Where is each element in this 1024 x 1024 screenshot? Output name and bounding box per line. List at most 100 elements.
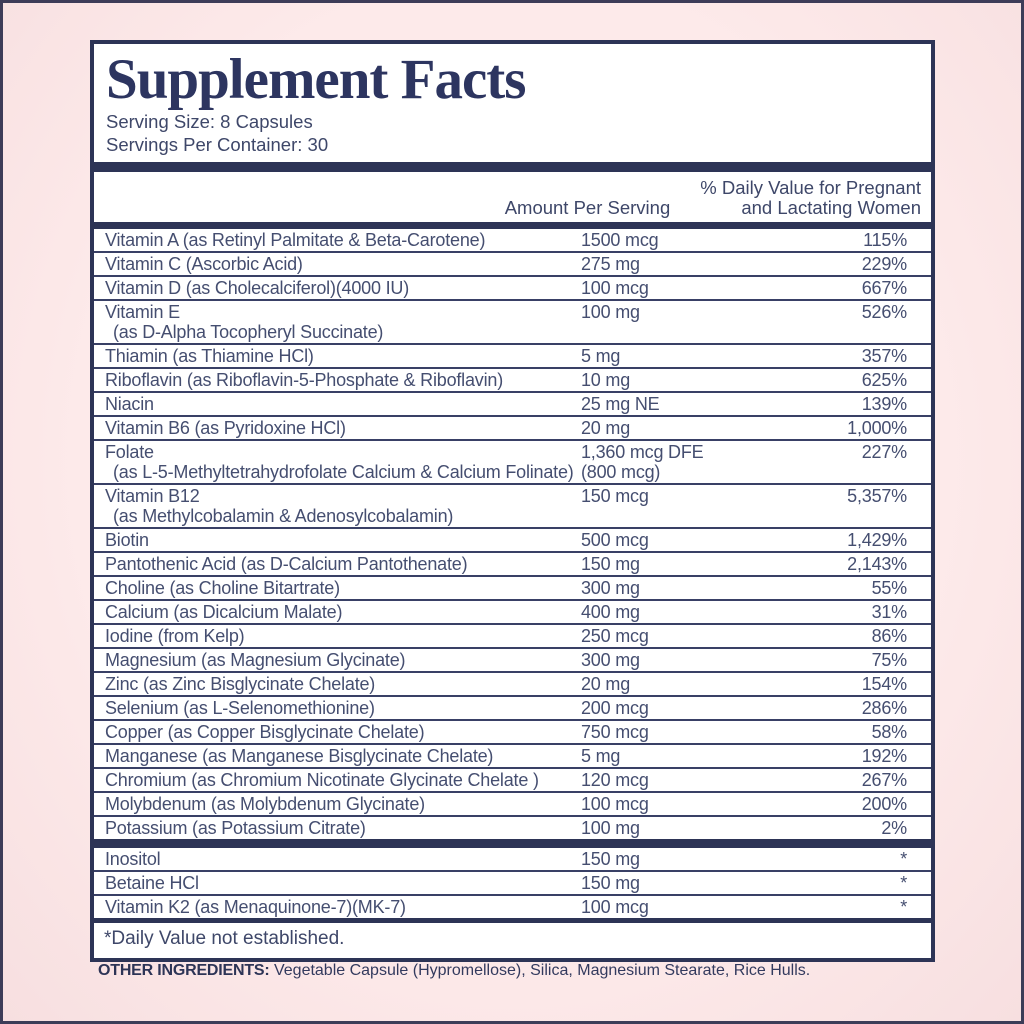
- amount-cell: 400 mg: [581, 602, 806, 622]
- daily-value: 1,000%: [847, 418, 907, 438]
- amount-cell: 20 mg: [581, 674, 806, 694]
- daily-value-header-line1: % Daily Value for Pregnant: [700, 177, 921, 198]
- nutrient-name-cell: Calcium (as Dicalcium Malate): [94, 602, 581, 622]
- nutrient-name: Vitamin B12: [105, 486, 200, 506]
- nutrient-name-cell: Vitamin B12 (as Methylcobalamin & Adenos…: [94, 486, 581, 526]
- amount-value: 25 mg NE: [581, 394, 660, 414]
- amount-value: 120 mcg: [581, 770, 649, 790]
- nutrient-name-cell: Chromium (as Chromium Nicotinate Glycina…: [94, 770, 581, 790]
- nutrient-name: Biotin: [105, 530, 149, 550]
- amount-column-header: Amount Per Serving: [504, 197, 671, 218]
- daily-value: 1,429%: [847, 530, 907, 550]
- table-row: Niacin 25 mg NE 139%: [94, 393, 931, 417]
- amount-cell: 5 mg: [581, 746, 806, 766]
- amount-value: 100 mcg: [581, 897, 649, 917]
- divider-thick-section: [94, 839, 931, 848]
- daily-value: 55%: [871, 578, 908, 598]
- table-row: Vitamin D (as Cholecalciferol)(4000 IU) …: [94, 277, 931, 301]
- column-headers: Amount Per Serving % Daily Value for Pre…: [94, 172, 931, 222]
- table-row: Calcium (as Dicalcium Malate) 400 mg 31%: [94, 601, 931, 625]
- amount-value: 275 mg: [581, 254, 640, 274]
- table-row: Magnesium (as Magnesium Glycinate) 300 m…: [94, 649, 931, 673]
- nutrient-name: Vitamin E: [105, 302, 180, 322]
- nutrient-name-cell: Potassium (as Potassium Citrate): [94, 818, 581, 838]
- nutrient-name: Choline (as Choline Bitartrate): [105, 578, 340, 598]
- supplement-facts-panel: Supplement Facts Serving Size: 8 Capsule…: [90, 40, 935, 962]
- amount-value: 200 mcg: [581, 698, 649, 718]
- amount-cell: 10 mg: [581, 370, 806, 390]
- footnote: *Daily Value not established.: [94, 918, 931, 958]
- amount-cell: 300 mg: [581, 650, 806, 670]
- table-row: Iodine (from Kelp) 250 mcg 86%: [94, 625, 931, 649]
- nutrient-name: Pantothenic Acid (as D-Calcium Pantothen…: [105, 554, 468, 574]
- daily-value: 227%: [861, 442, 907, 462]
- amount-cell: 150 mg: [581, 849, 806, 869]
- nutrient-source: (as L-5-Methyltetrahydrofolate Calcium &…: [113, 462, 574, 482]
- amount-cell: 1500 mcg: [581, 230, 806, 250]
- table-row: Choline (as Choline Bitartrate) 300 mg 5…: [94, 577, 931, 601]
- nutrient-name-cell: Vitamin K2 (as Menaquinone-7)(MK-7): [94, 897, 581, 917]
- amount-value: 300 mg: [581, 650, 640, 670]
- nutrient-name-cell: Zinc (as Zinc Bisglycinate Chelate): [94, 674, 581, 694]
- nutrient-name: Iodine (from Kelp): [105, 626, 245, 646]
- nutrient-name-cell: Vitamin E (as D-Alpha Tocopheryl Succina…: [94, 302, 581, 342]
- amount-cell: 750 mcg: [581, 722, 806, 742]
- daily-value-column-header: % Daily Value for Pregnant and Lactating…: [700, 178, 921, 218]
- nutrient-name: Folate: [105, 442, 154, 462]
- daily-value: 229%: [861, 254, 907, 274]
- nutrient-name-cell: Folate (as L-5-Methyltetrahydrofolate Ca…: [94, 442, 581, 482]
- daily-value: 2%: [881, 818, 907, 838]
- table-row: Vitamin A (as Retinyl Palmitate & Beta-C…: [94, 229, 931, 253]
- nutrient-name-cell: Biotin: [94, 530, 581, 550]
- amount-value: 300 mg: [581, 578, 640, 598]
- daily-value: 667%: [861, 278, 907, 298]
- nutrient-name: Copper (as Copper Bisglycinate Chelate): [105, 722, 425, 742]
- nutrient-name: Niacin: [105, 394, 154, 414]
- table-row: Betaine HCl 150 mg *: [94, 872, 931, 896]
- nutrient-name-cell: Betaine HCl: [94, 873, 581, 893]
- amount-cell: 150 mcg: [581, 486, 806, 526]
- other-ingredients-label: OTHER INGREDIENTS:: [98, 962, 270, 979]
- amount-value: 1,360 mcg DFE: [581, 442, 704, 462]
- other-ingredients: OTHER INGREDIENTS: Vegetable Capsule (Hy…: [98, 961, 943, 981]
- amount-cell: 250 mcg: [581, 626, 806, 646]
- table-row: Chromium (as Chromium Nicotinate Glycina…: [94, 769, 931, 793]
- amount-cell: 150 mg: [581, 554, 806, 574]
- table-row: Vitamin B12 (as Methylcobalamin & Adenos…: [94, 485, 931, 529]
- nutrient-name: Molybdenum (as Molybdenum Glycinate): [105, 794, 425, 814]
- amount-value: 400 mg: [581, 602, 640, 622]
- table-row: Vitamin E (as D-Alpha Tocopheryl Succina…: [94, 301, 931, 345]
- nutrient-name-cell: Vitamin A (as Retinyl Palmitate & Beta-C…: [94, 230, 581, 250]
- table-row: Pantothenic Acid (as D-Calcium Pantothen…: [94, 553, 931, 577]
- nutrient-name: Thiamin (as Thiamine HCl): [105, 346, 314, 366]
- amount-cell: 100 mg: [581, 818, 806, 838]
- amount-cell: 100 mcg: [581, 897, 806, 917]
- table-row: Zinc (as Zinc Bisglycinate Chelate) 20 m…: [94, 673, 931, 697]
- amount-value: 100 mg: [581, 818, 640, 838]
- nutrient-name-cell: Thiamin (as Thiamine HCl): [94, 346, 581, 366]
- daily-value: 357%: [861, 346, 907, 366]
- table-row: Inositol 150 mg *: [94, 848, 931, 872]
- nutrient-name: Chromium (as Chromium Nicotinate Glycina…: [105, 770, 539, 790]
- daily-value: 526%: [861, 302, 907, 322]
- nutrient-name-cell: Vitamin B6 (as Pyridoxine HCl): [94, 418, 581, 438]
- nutrient-name-cell: Magnesium (as Magnesium Glycinate): [94, 650, 581, 670]
- other-ingredients-text: Vegetable Capsule (Hypromellose), Silica…: [269, 962, 811, 979]
- amount-value: 5 mg: [581, 746, 621, 766]
- nutrient-name: Zinc (as Zinc Bisglycinate Chelate): [105, 674, 376, 694]
- daily-value: 86%: [871, 626, 908, 646]
- amount-value-secondary: (800 mcg): [581, 462, 661, 482]
- nutrient-name-cell: Niacin: [94, 394, 581, 414]
- nutrient-name: Vitamin C (Ascorbic Acid): [105, 254, 303, 274]
- table-row: Molybdenum (as Molybdenum Glycinate) 100…: [94, 793, 931, 817]
- table-row: Potassium (as Potassium Citrate) 100 mg …: [94, 817, 931, 839]
- nutrient-name: Vitamin K2 (as Menaquinone-7)(MK-7): [105, 897, 406, 917]
- amount-cell: 100 mg: [581, 302, 806, 342]
- daily-value: 2,143%: [847, 554, 907, 574]
- daily-value: 139%: [861, 394, 907, 414]
- daily-value: 115%: [863, 230, 907, 250]
- amount-value: 250 mcg: [581, 626, 649, 646]
- amount-value: 100 mcg: [581, 794, 649, 814]
- nutrient-name: Vitamin D (as Cholecalciferol)(4000 IU): [105, 278, 409, 298]
